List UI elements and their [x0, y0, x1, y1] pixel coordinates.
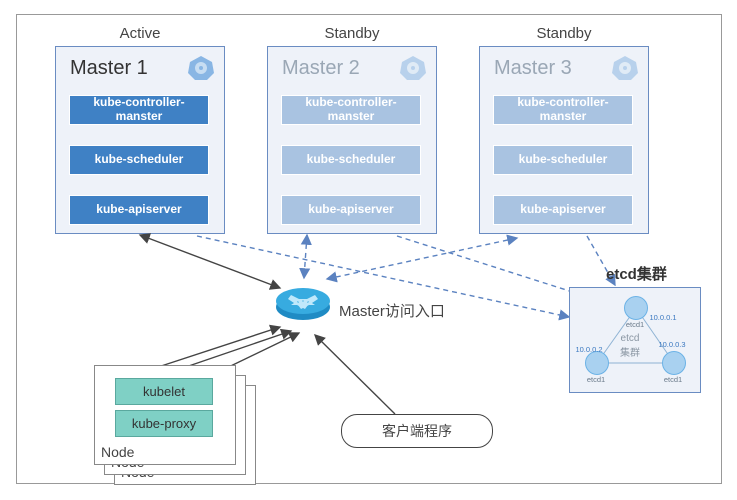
etcd-node-2-label: etcd1: [658, 375, 688, 384]
master-1-apiserver: kube-apiserver: [69, 195, 209, 225]
master-3: Master 3 kube-controller- manster kube-s…: [479, 46, 649, 234]
master-3-apiserver: kube-apiserver: [493, 195, 633, 225]
node-label: Node: [101, 444, 134, 460]
etcd-node-1-ip: 10.0.0.2: [571, 345, 607, 354]
master-1-title: Master 1: [56, 53, 148, 80]
node-card-front: kubelet kube-proxy Node: [94, 365, 236, 465]
master-2-controller: kube-controller- manster: [281, 95, 421, 125]
etcd-node-2-ip: 10.0.0.3: [654, 340, 690, 349]
node-kube-proxy: kube-proxy: [115, 410, 213, 437]
etcd-node-1: [585, 351, 609, 375]
status-label-2: Standby: [479, 25, 649, 42]
status-label-1: Standby: [267, 25, 437, 42]
master-3-scheduler: kube-scheduler: [493, 145, 633, 175]
etcd-node-0-ip: 10.0.0.1: [645, 313, 681, 322]
etcd-title: etcd集群: [606, 263, 667, 284]
master-1-controller: kube-controller- manster: [69, 95, 209, 125]
diagram-frame: Active Standby Standby Master 1 kube-con…: [16, 14, 722, 484]
etcd-node-1-label: etcd1: [581, 375, 611, 384]
master-2-scheduler: kube-scheduler: [281, 145, 421, 175]
master-2: Master 2 kube-controller- manster kube-s…: [267, 46, 437, 234]
status-label-0: Active: [55, 25, 225, 42]
master-3-title: Master 3: [480, 53, 572, 80]
master-1-scheduler: kube-scheduler: [69, 145, 209, 175]
client-program: 客户端程序: [341, 414, 493, 448]
router-icon: [275, 277, 331, 338]
master-2-title: Master 2: [268, 53, 360, 80]
master-2-apiserver: kube-apiserver: [281, 195, 421, 225]
node-kubelet: kubelet: [115, 378, 213, 405]
etcd-node-2: [662, 351, 686, 375]
master-1: Master 1 kube-controller- manster kube-s…: [55, 46, 225, 234]
master-3-controller: kube-controller- manster: [493, 95, 633, 125]
router-label: Master访问入口: [339, 300, 445, 321]
k8s-icon: [400, 55, 426, 86]
k8s-icon: [612, 55, 638, 86]
etcd-center-text: etcd 集群: [620, 333, 640, 359]
k8s-icon: [188, 55, 214, 86]
